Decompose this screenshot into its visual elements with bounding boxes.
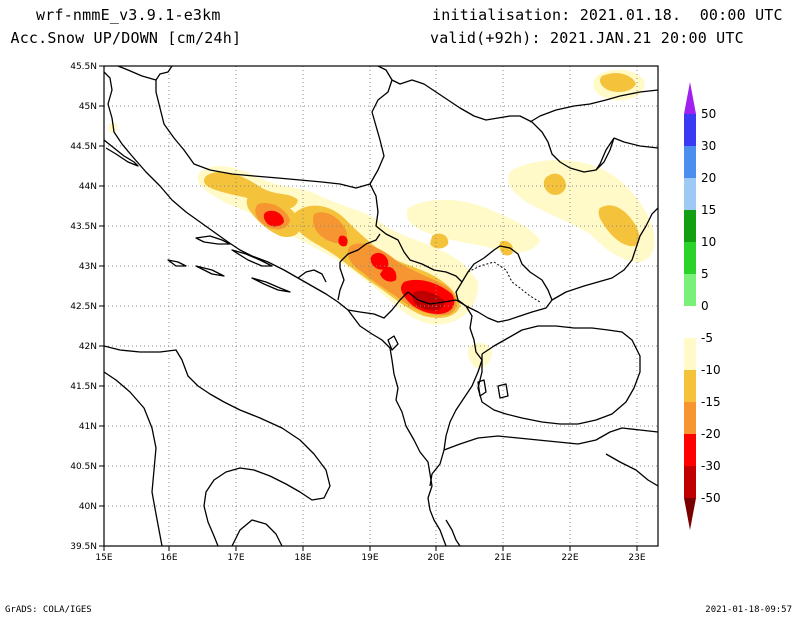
colorbar-cell	[684, 146, 696, 178]
colorbar-label: 10	[701, 235, 716, 249]
colorbar-cell	[684, 242, 696, 274]
colorbar-cell	[684, 210, 696, 242]
colorbar: 50 30 20 15 10 5 0 -5 -10 -15 -20 -30 -5…	[684, 82, 721, 530]
colorbar-label: 15	[701, 203, 716, 217]
colorbar-label: 0	[701, 299, 709, 313]
colorbar-label: -10	[701, 363, 721, 377]
lat-label: 44N	[79, 182, 97, 192]
lon-label: 21E	[494, 553, 511, 563]
title-variable: n Acc.Snow UP/DOWN [cm/24h]	[0, 29, 242, 47]
border-north	[117, 66, 393, 189]
lat-label: 42.5N	[70, 302, 97, 312]
map-grid	[104, 66, 658, 546]
border-drina	[369, 183, 463, 283]
axis-ticks	[99, 65, 638, 551]
colorbar-bottom-arrow	[684, 498, 696, 530]
colorbar-top-arrow	[684, 82, 696, 114]
lat-label: 43.5N	[70, 222, 97, 232]
map-dotted-border	[467, 261, 541, 303]
lon-label: 23E	[628, 553, 645, 563]
lon-label: 17E	[227, 553, 244, 563]
colorbar-cell	[684, 306, 696, 338]
greece-border	[443, 427, 658, 451]
colorbar-cell	[684, 114, 696, 146]
colorbar-label: 50	[701, 107, 716, 121]
lat-label: 41.5N	[70, 382, 97, 392]
lat-label: 41N	[79, 422, 97, 432]
colorbar-cell	[684, 274, 696, 306]
footer-credit: GrADS: COLA/IGES	[5, 605, 92, 615]
colorbar-label: 20	[701, 171, 716, 185]
lat-label: 40N	[79, 502, 97, 512]
lat-label: 43N	[79, 262, 97, 272]
colorbar-label: -15	[701, 395, 721, 409]
danube	[391, 79, 615, 173]
macedonia-border	[477, 325, 641, 425]
lat-labels: 45.5N 45N 44.5N 44N 43.5N 43N 42.5N 42N …	[70, 62, 97, 552]
lat-label: 45N	[79, 102, 97, 112]
lat-label: 42N	[79, 342, 97, 352]
map-lines	[104, 66, 658, 546]
colorbar-cell	[684, 466, 696, 498]
lon-label: 16E	[160, 553, 177, 563]
colorbar-label: 30	[701, 139, 716, 153]
lon-labels: 15E 16E 17E 18E 19E 20E 21E 22E 23E	[95, 553, 645, 563]
lon-label: 20E	[427, 553, 444, 563]
lon-label: 15E	[95, 553, 112, 563]
colorbar-label: -20	[701, 427, 721, 441]
colorbar-cell	[684, 402, 696, 434]
lat-label: 45.5N	[70, 62, 97, 72]
colorbar-cell	[684, 178, 696, 210]
adriatic-coastline	[104, 71, 447, 546]
colorbar-cell	[684, 370, 696, 402]
colorbar-label: -5	[701, 331, 713, 345]
kosovo-border	[455, 245, 553, 323]
lat-label: 44.5N	[70, 142, 97, 152]
lon-label: 19E	[361, 553, 378, 563]
lon-label: 22E	[561, 553, 578, 563]
map-area	[104, 66, 658, 546]
italy-coastline	[104, 345, 331, 546]
title-model: wrf-nmmE_v3.9.1-e3km	[36, 6, 221, 24]
colorbar-label: 5	[701, 267, 709, 281]
lat-label: 40.5N	[70, 462, 97, 472]
colorbar-cell	[684, 434, 696, 466]
footer-timestamp: 2021-01-18-09:57	[705, 605, 792, 615]
lon-label: 18E	[294, 553, 311, 563]
colorbar-label: -30	[701, 459, 721, 473]
title-initialisation: initialisation: 2021.01.18. 00:00 UTC	[432, 6, 783, 24]
colorbar-cell	[684, 338, 696, 370]
colorbar-label: -50	[701, 491, 721, 505]
title-valid-time: valid(+92h): 2021.JAN.21 20:00 UTC	[430, 29, 744, 47]
snow-field-light	[108, 69, 655, 369]
lat-label: 39.5N	[70, 542, 97, 552]
